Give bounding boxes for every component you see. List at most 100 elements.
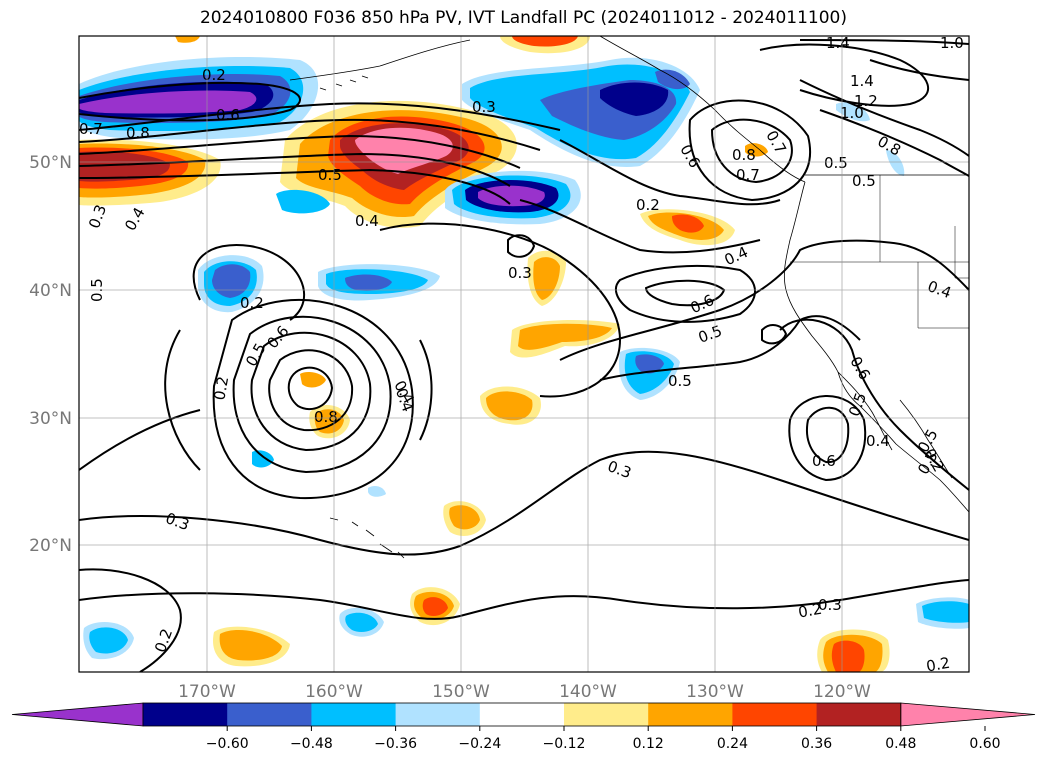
contour-0.5-120w	[788, 395, 867, 482]
colorbar-ticks: −0.60 −0.48 −0.36 −0.24 −0.12 0.12 0.24 0.36 0.4…	[206, 726, 1001, 752]
contour-label: 0.6	[216, 106, 240, 124]
colorbar-segment	[311, 703, 397, 726]
contour-label: 0.5	[318, 166, 342, 184]
neg-anomaly-155w-15n-core	[345, 612, 378, 632]
neg-anomaly-central-purple	[478, 185, 545, 207]
colorbar-segment	[732, 703, 818, 726]
contour-ne-high	[759, 43, 969, 177]
pos-anomaly-nw-brick	[79, 151, 170, 182]
graticule	[79, 36, 969, 672]
pos-anomaly-north-pink	[355, 127, 453, 174]
colorbar-tick-label: −0.36	[374, 736, 417, 752]
contour-label: 0.8	[732, 146, 756, 164]
pos-anomaly-topleft	[175, 36, 200, 43]
neg-anomaly-coast-48n	[886, 150, 905, 176]
contour-0.2-south	[79, 579, 969, 620]
contour-high-163w	[287, 366, 334, 411]
contour-label: 0.2	[636, 196, 660, 214]
contour-low-nw	[79, 81, 301, 122]
contour-label: 1.0	[840, 104, 864, 122]
contour-0.3-south	[79, 450, 969, 556]
longitude-labels: 170°W 160°W 150°W 140°W 130°W 120°W	[178, 682, 871, 702]
contour-label: 0.2	[210, 375, 232, 402]
colorbar-tick-label: −0.12	[543, 736, 586, 752]
lon-label: 140°W	[559, 682, 617, 702]
pos-anomaly-142w-b-core	[518, 323, 612, 350]
contour-label: 1.4	[850, 72, 874, 90]
contour-label: 0.8	[314, 408, 338, 426]
contour-label: 0.7	[736, 166, 760, 184]
colorbar-tick-label: 0.12	[633, 736, 664, 752]
colorbar-tick-label: 0.24	[717, 736, 748, 752]
neg-anomaly-nw-purple	[79, 90, 257, 114]
colorbar-tick-label: −0.24	[458, 736, 501, 752]
contour-0.5-central	[614, 264, 756, 323]
neg-anomaly-goa-navy	[600, 82, 669, 116]
state-borders	[790, 175, 969, 329]
colorbar-frame	[142, 702, 902, 727]
colorbar-tick-label: 0.48	[885, 736, 916, 752]
map-panel: 0.2 0.6 0.7 0.8 0.3 0.5 0.4 0.3 0.4 0.5 …	[29, 34, 970, 702]
neg-anomaly-goa-coast	[655, 69, 690, 90]
contour-goa-low	[710, 118, 793, 184]
neg-anomaly-coast-52n	[836, 102, 870, 122]
colorbar-tick-label: 0.36	[801, 736, 832, 752]
contour-0.4-120w	[779, 318, 969, 491]
pc-shading	[79, 36, 969, 672]
contour-high-163w-r2	[268, 349, 354, 432]
pos-anomaly-163w-33n	[300, 372, 326, 388]
contour-label: 0.4	[866, 432, 890, 450]
contour-0.6-120w	[806, 406, 850, 464]
aleutian-islands	[319, 75, 369, 91]
contour-small-isle	[507, 234, 536, 258]
baja-coast	[837, 371, 953, 479]
contour-label: 0.5	[824, 154, 848, 172]
pos-anomaly-147w-31n-core	[486, 391, 533, 421]
lat-label: 50°N	[29, 153, 72, 173]
neg-anomaly-158w-blue	[345, 274, 392, 291]
contour-label: 1.4	[826, 34, 850, 52]
lon-label: 160°W	[305, 682, 363, 702]
colorbar-tick-label: −0.48	[290, 736, 333, 752]
contour-label: 0.3	[508, 264, 532, 282]
colorbar-extend-min	[11, 702, 144, 727]
contour-label: 0.8	[126, 124, 150, 142]
contour-0.5-east	[599, 315, 861, 381]
neg-anomaly-dl-blue	[212, 264, 251, 298]
colorbar-tick-label: −0.60	[206, 736, 249, 752]
colorbar-segment	[479, 703, 565, 726]
neg-anomaly-122w-42n	[368, 486, 386, 497]
colorbar-segment	[648, 703, 733, 726]
contour-small-east	[761, 324, 788, 345]
contour-band-nw	[79, 102, 561, 205]
contour-high-163w-r4	[232, 315, 392, 474]
contour-high-163w-r3	[250, 331, 372, 452]
pos-anomaly-142w-a-core	[533, 257, 560, 300]
contour-label: 1.2	[854, 92, 878, 110]
contour-label: 0.4	[355, 212, 379, 230]
contour-0.6-central	[644, 279, 726, 307]
contour-goa-band	[519, 139, 781, 254]
colorbar-segment	[143, 703, 228, 726]
contour-high-163w-r5	[212, 299, 414, 500]
contour-label: 0.2	[202, 66, 226, 84]
contour-label: 0.2	[797, 600, 824, 622]
pos-anomaly-coast-46n	[745, 143, 768, 157]
pos-anomaly-150w-23n-core	[449, 505, 480, 530]
contour-label: 0.5	[852, 172, 876, 190]
coastlines	[289, 36, 969, 559]
contour-label: 0.3	[472, 98, 496, 116]
contour-label: 0.2	[240, 294, 264, 312]
pos-anomaly-165w-12n-core	[219, 630, 282, 661]
contour-label: 0.3	[818, 596, 842, 614]
contour-0.2-sw	[79, 568, 182, 672]
neg-anomaly-164w-27n	[252, 450, 274, 468]
contour-label: 1.0	[940, 34, 964, 52]
colorbar-segment	[564, 703, 649, 726]
contour-label: 0.6	[812, 452, 836, 470]
colorbar-extend-max	[900, 702, 1036, 727]
lon-label: 150°W	[432, 682, 490, 702]
contour-0.2-outer	[79, 244, 306, 471]
colorbar-tick-label: 0.60	[969, 736, 1000, 752]
